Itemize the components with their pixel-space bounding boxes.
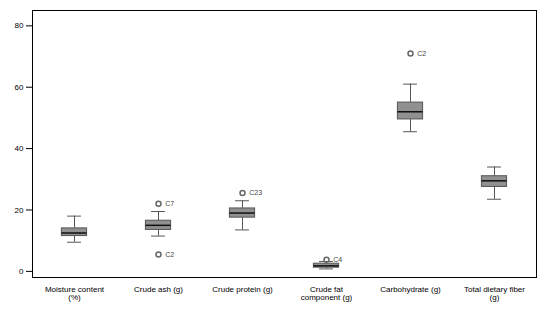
svg-text:C2: C2 — [417, 50, 426, 57]
svg-text:Crude ash (g): Crude ash (g) — [134, 285, 183, 294]
svg-text:60: 60 — [15, 83, 24, 92]
svg-text:Moisture content(%): Moisture content(%) — [45, 285, 105, 302]
svg-text:C2: C2 — [165, 251, 174, 258]
svg-text:20: 20 — [15, 206, 24, 215]
svg-text:80: 80 — [15, 21, 24, 30]
svg-text:Carbohydrate (g): Carbohydrate (g) — [380, 285, 441, 294]
svg-text:Total dietary fiber(g): Total dietary fiber(g) — [464, 285, 525, 302]
svg-text:C7: C7 — [165, 200, 174, 207]
svg-text:0: 0 — [19, 267, 24, 276]
svg-text:C23: C23 — [249, 189, 262, 196]
svg-text:C4: C4 — [333, 256, 342, 263]
svg-text:40: 40 — [15, 144, 24, 153]
svg-text:Crude protein (g): Crude protein (g) — [212, 285, 273, 294]
svg-text:Crude fatcomponent (g): Crude fatcomponent (g) — [301, 285, 353, 302]
